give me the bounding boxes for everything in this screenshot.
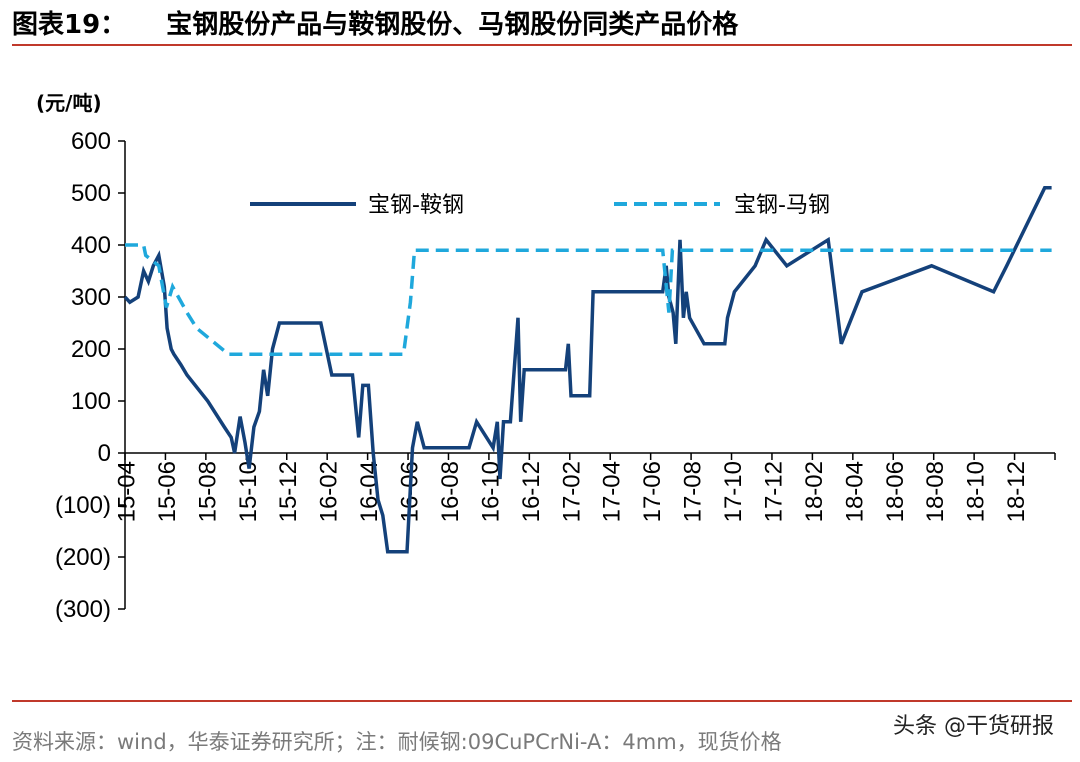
series-line-1	[123, 186, 1052, 554]
x-tick-label: 18-08	[922, 461, 949, 522]
title-bar: 图表19： 宝钢股份产品与鞍钢股份、马钢股份同类产品价格	[12, 0, 1072, 44]
x-tick-label: 17-08	[680, 461, 707, 522]
y-tick-label: 200	[71, 336, 111, 363]
x-tick-label: 16-02	[316, 461, 343, 522]
y-tick-label: 400	[71, 232, 111, 259]
y-tick-label: (200)	[55, 544, 111, 571]
figure-title: 宝钢股份产品与鞍钢股份、马钢股份同类产品价格	[166, 10, 739, 40]
x-tick-label: 15-10	[235, 461, 262, 522]
price-difference-chart: (元/吨) 600 500 400 300 200 100 0 (100) (200) (300) 1…	[36, 91, 1056, 623]
x-tick-label: 18-06	[882, 461, 909, 522]
x-tick-label: 18-02	[801, 461, 828, 522]
y-tick-label: 500	[71, 180, 111, 207]
figure-number: 图表19：	[12, 10, 127, 40]
series-line-2	[125, 243, 1052, 356]
x-tick-label: 16-08	[437, 461, 464, 522]
x-tick-label: 18-10	[963, 461, 990, 522]
title-divider	[12, 44, 1072, 46]
legend-label-2: 宝钢-马钢	[734, 193, 830, 218]
x-tick-label: 15-04	[114, 461, 141, 522]
watermark: 头条 @干货研报	[889, 708, 1058, 740]
x-tick-label: 17-06	[639, 461, 666, 522]
x-tick-label: 18-12	[1003, 461, 1030, 522]
y-tick-label: 100	[71, 388, 111, 415]
x-tick-label: 15-06	[154, 461, 181, 522]
y-axis-label: (元/吨)	[36, 91, 102, 115]
x-tick-label: 17-04	[599, 461, 626, 522]
source-note: 资料来源：wind，华泰证券研究所；注：耐候钢:09CuPCrNi-A：4mm，…	[12, 730, 782, 754]
x-tick-label: 17-10	[720, 461, 747, 522]
legend-label-1: 宝钢-鞍钢	[368, 193, 464, 218]
y-tick-label: (100)	[55, 492, 111, 519]
page-title: 图表19： 宝钢股份产品与鞍钢股份、马钢股份同类产品价格	[12, 4, 738, 41]
x-tick-label: 17-12	[760, 461, 787, 522]
x-tick-label: 15-08	[194, 461, 221, 522]
footer-divider	[12, 700, 1072, 702]
y-tick-label: (300)	[55, 596, 111, 623]
x-tick-label: 16-04	[356, 461, 383, 522]
x-tick-label: 18-04	[841, 461, 868, 522]
y-tick-label: 600	[71, 128, 111, 155]
x-tick-label: 17-02	[558, 461, 585, 522]
y-tick-label: 0	[98, 440, 111, 467]
x-tick-label: 15-12	[275, 461, 302, 522]
x-tick-label: 16-12	[518, 461, 545, 522]
y-tick-label: 300	[71, 284, 111, 311]
